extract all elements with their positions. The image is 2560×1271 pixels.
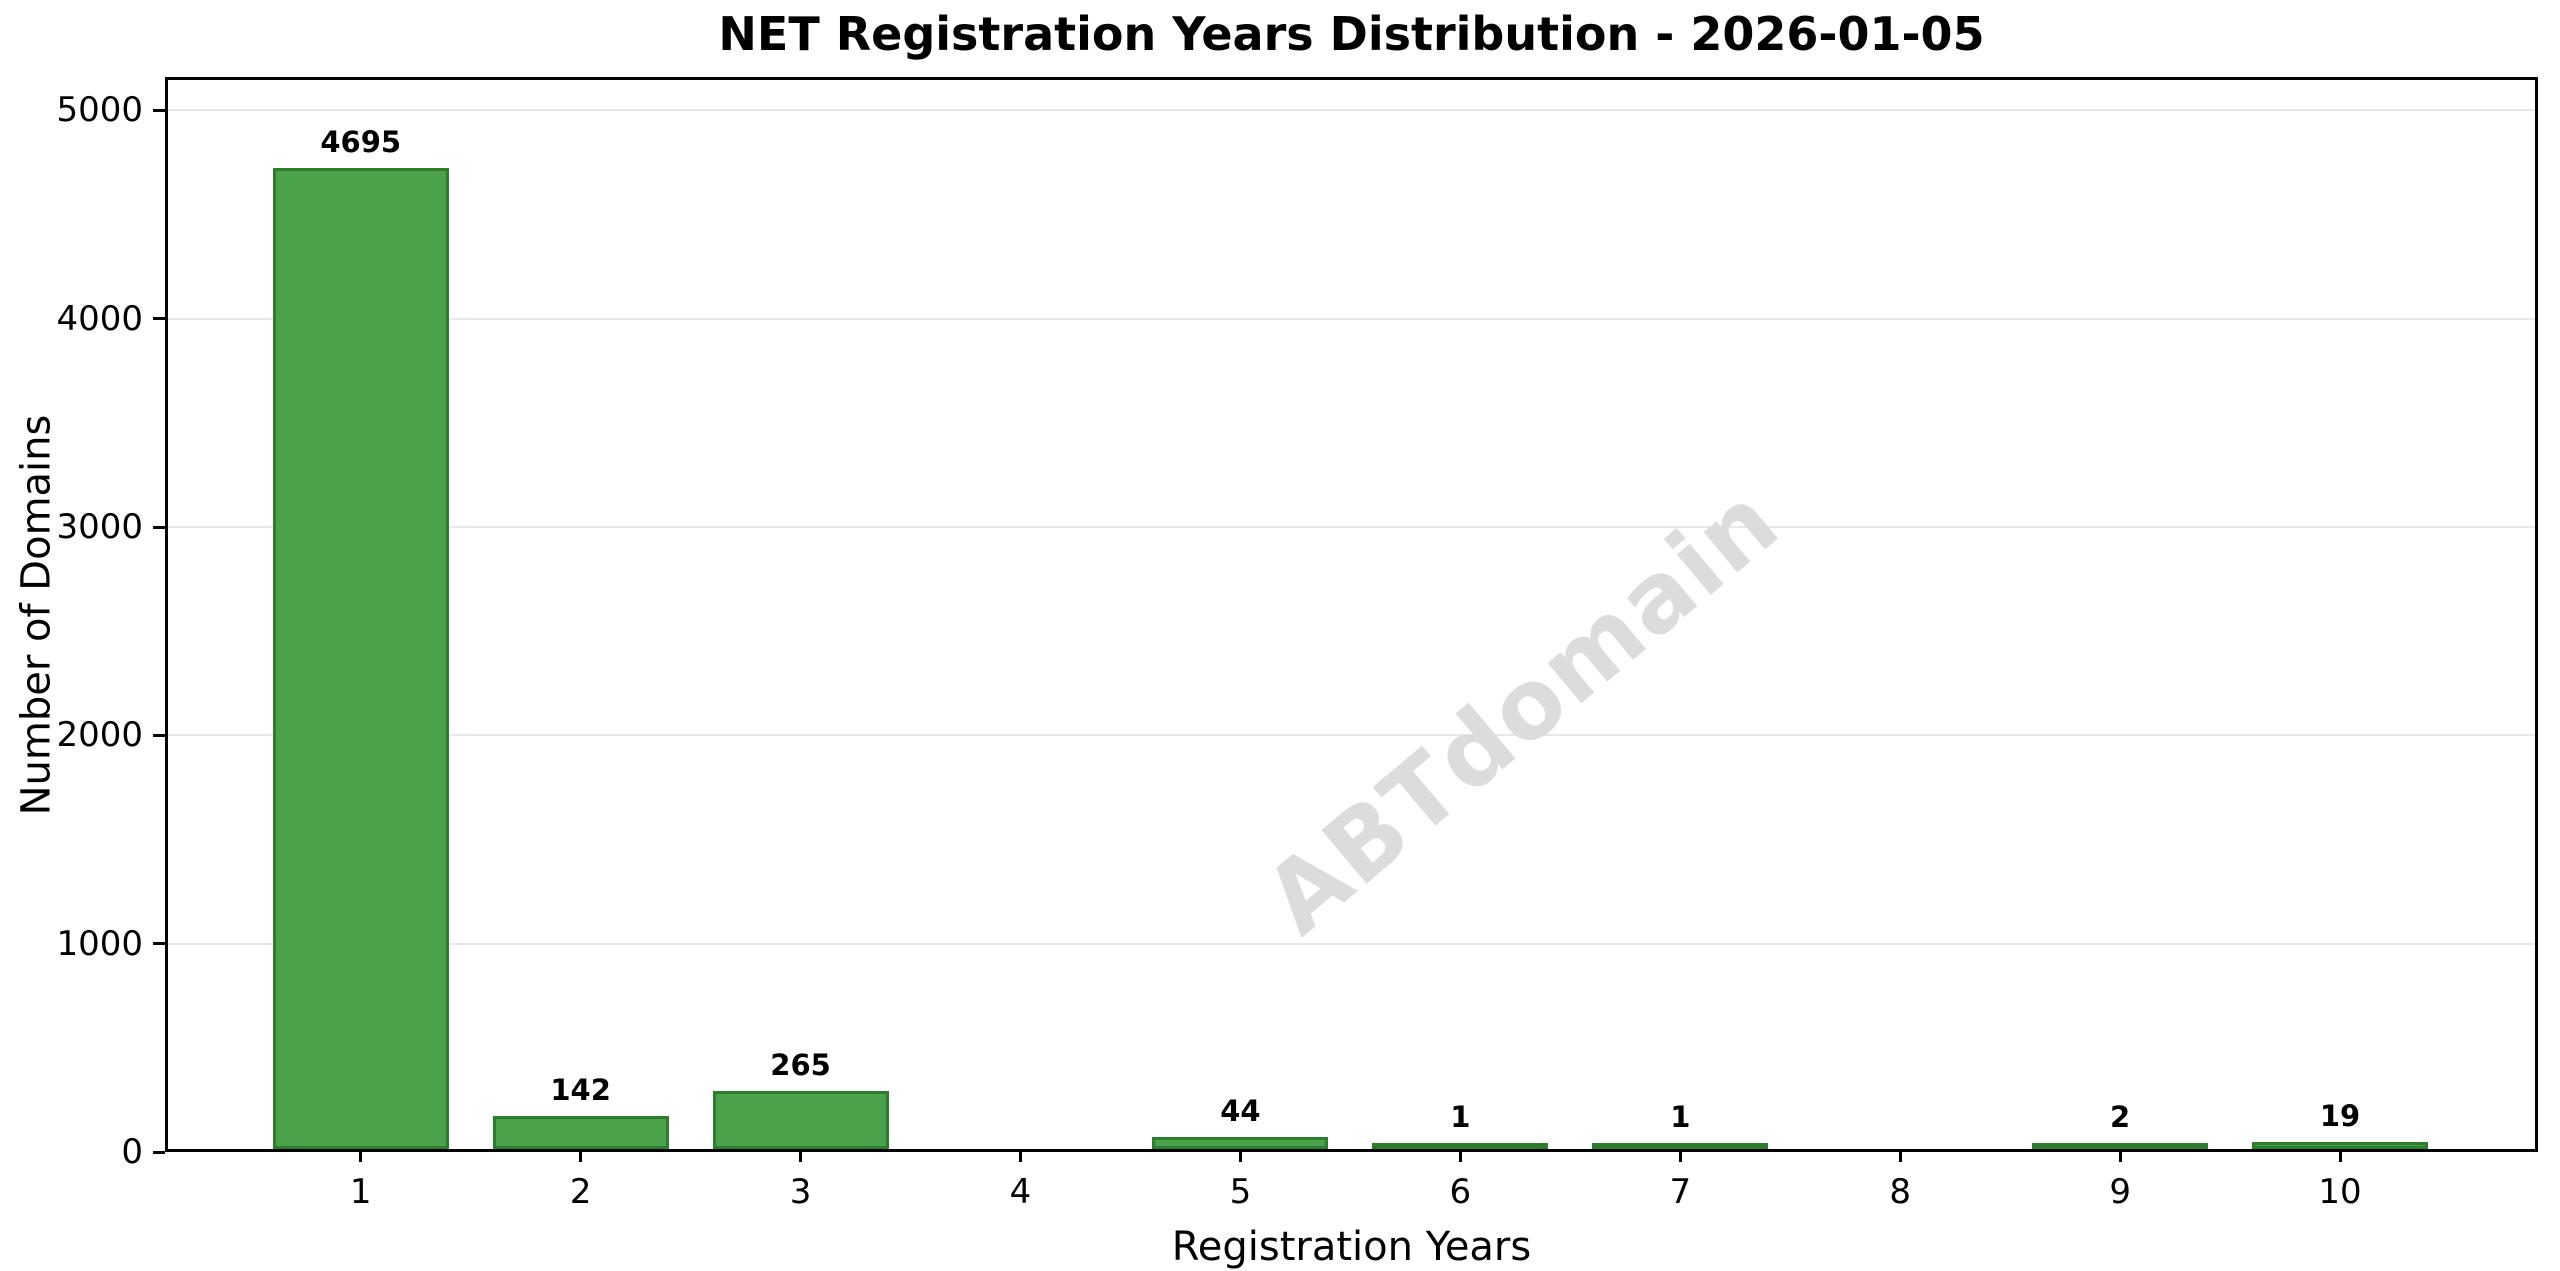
x-tick-label-10: 10 — [2318, 1172, 2362, 1212]
y-tick-0 — [153, 1150, 165, 1154]
x-tick-8 — [1898, 1152, 1902, 1162]
x-tick-label-4: 4 — [1009, 1172, 1032, 1212]
y-tick-2000 — [153, 733, 165, 737]
gridline-1000 — [168, 942, 2535, 945]
y-tick-5000 — [153, 108, 165, 112]
bar-value-label-year-9: 2 — [2110, 1100, 2131, 1134]
x-tick-5 — [1238, 1152, 1242, 1162]
bar-value-label-year-1: 4695 — [320, 125, 402, 159]
y-tick-4000 — [153, 317, 165, 321]
x-tick-2 — [579, 1152, 583, 1162]
bar-value-label-year-10: 19 — [2319, 1099, 2361, 1133]
x-tick-label-6: 6 — [1449, 1172, 1472, 1212]
bar-value-label-year-6: 1 — [1450, 1100, 1471, 1134]
gridline-4000 — [168, 317, 2535, 320]
x-tick-label-7: 7 — [1669, 1172, 1692, 1212]
bar-value-label-year-3: 265 — [770, 1048, 831, 1082]
bar-year-7 — [1592, 1143, 1769, 1149]
watermark-text: ABTdomain — [1244, 464, 1800, 956]
gridline-3000 — [168, 526, 2535, 528]
y-tick-3000 — [153, 525, 165, 529]
y-tick-1000 — [153, 942, 165, 946]
bar-year-3 — [712, 1091, 889, 1149]
y-axis-label-container: Number of Domains — [0, 77, 72, 1152]
plot-area: ABTdomain — [165, 77, 2538, 1152]
x-tick-label-8: 8 — [1889, 1172, 1912, 1212]
gridline-5000 — [168, 109, 2535, 112]
x-tick-9 — [2118, 1152, 2122, 1162]
bar-year-2 — [492, 1116, 669, 1149]
y-tick-label-2000: 2000 — [56, 715, 143, 756]
bar-year-10 — [2252, 1142, 2429, 1149]
x-tick-label-5: 5 — [1229, 1172, 1252, 1212]
bar-value-label-year-7: 1 — [1670, 1100, 1691, 1134]
bar-value-label-year-5: 44 — [1220, 1094, 1261, 1128]
chart-title: NET Registration Years Distribution - 20… — [718, 7, 1985, 61]
x-tick-6 — [1458, 1152, 1462, 1162]
y-tick-label-3000: 3000 — [56, 507, 143, 547]
x-tick-1 — [359, 1152, 363, 1162]
x-tick-4 — [1019, 1152, 1022, 1162]
x-tick-label-3: 3 — [789, 1172, 812, 1212]
bar-year-9 — [2032, 1143, 2209, 1149]
bar-value-label-year-2: 142 — [550, 1073, 611, 1107]
x-tick-label-9: 9 — [2109, 1172, 2131, 1212]
y-axis-label: Number of Domains — [13, 414, 60, 815]
y-tick-label-5000: 5000 — [56, 90, 143, 131]
bar-year-1 — [272, 168, 449, 1149]
x-tick-label-1: 1 — [349, 1172, 372, 1212]
gridline-2000 — [168, 734, 2535, 737]
x-tick-10 — [2338, 1152, 2342, 1162]
x-tick-7 — [1678, 1152, 1682, 1162]
x-tick-3 — [799, 1152, 803, 1162]
y-tick-label-1000: 1000 — [56, 923, 143, 964]
bar-year-6 — [1372, 1143, 1549, 1149]
y-tick-label-0: 0 — [121, 1132, 143, 1172]
bar-year-5 — [1152, 1137, 1329, 1149]
x-axis-label: Registration Years — [1171, 1224, 1532, 1270]
y-tick-label-4000: 4000 — [56, 298, 143, 339]
x-tick-label-2: 2 — [569, 1172, 592, 1212]
